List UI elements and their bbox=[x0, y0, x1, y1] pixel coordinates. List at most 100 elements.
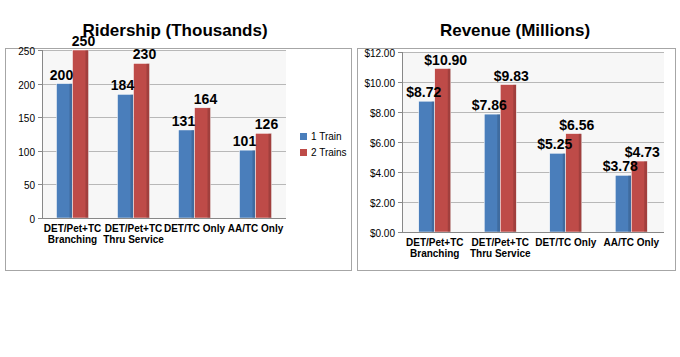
y-axis bbox=[402, 52, 403, 232]
tick-mark bbox=[38, 184, 42, 185]
data-label: $6.56 bbox=[559, 117, 594, 133]
category-label: DET/TC Only bbox=[164, 223, 226, 234]
tick-mark bbox=[398, 52, 402, 53]
legend: 1 Train2 Trains bbox=[300, 131, 347, 158]
bar bbox=[118, 94, 134, 218]
category-line: DET/Pet+TC bbox=[44, 223, 102, 234]
data-label: $9.83 bbox=[494, 68, 529, 84]
tick-label: 200 bbox=[18, 80, 35, 91]
tick-mark bbox=[38, 117, 42, 118]
bar-shade bbox=[269, 133, 272, 218]
data-label: 126 bbox=[255, 116, 279, 132]
category-line: Branching bbox=[48, 234, 97, 245]
tick-mark bbox=[38, 84, 42, 85]
data-labels: $8.72$10.90$7.86$9.83$5.25$6.56$3.78$4.7… bbox=[406, 52, 660, 175]
category-label: DET/Pet+TCBranching bbox=[406, 237, 464, 259]
category-line: Thru Service bbox=[103, 234, 164, 245]
bar-shade bbox=[432, 101, 435, 232]
tick-mark bbox=[398, 202, 402, 203]
bar bbox=[73, 50, 89, 218]
category-line: AA/TC Only bbox=[228, 223, 284, 234]
bars bbox=[57, 50, 272, 218]
y-axis bbox=[42, 50, 43, 218]
bar-shade bbox=[147, 63, 150, 218]
bar bbox=[179, 130, 195, 218]
bar bbox=[419, 101, 435, 232]
category-line: DET/Pet+TC bbox=[406, 237, 464, 248]
tick-label: $10.00 bbox=[364, 78, 395, 89]
tick-label: $4.00 bbox=[370, 168, 395, 179]
bar-shade bbox=[448, 69, 451, 233]
category-line: DET/Pet+TC bbox=[105, 223, 163, 234]
bar-shade bbox=[644, 161, 647, 232]
tick-label: $2.00 bbox=[370, 198, 395, 209]
legend-swatch bbox=[300, 149, 307, 156]
bar bbox=[57, 84, 73, 218]
figure: Ridership (Thousands)0501001502002502002… bbox=[0, 0, 680, 357]
bars bbox=[419, 69, 648, 233]
data-label: $5.25 bbox=[537, 136, 572, 152]
tick-label: 50 bbox=[24, 180, 36, 191]
bar-shade bbox=[497, 114, 500, 232]
tick-mark bbox=[38, 218, 42, 219]
bar-shade bbox=[563, 153, 566, 232]
plot-area bbox=[42, 50, 286, 218]
bar-shade bbox=[579, 134, 582, 232]
category-line: DET/Pet+TC bbox=[471, 237, 529, 248]
category-label: DET/Pet+TCBranching bbox=[44, 223, 102, 245]
legend-swatch bbox=[300, 133, 307, 140]
grid-line bbox=[402, 232, 664, 233]
tick-mark bbox=[398, 142, 402, 143]
x-axis bbox=[402, 232, 664, 233]
bar-shade bbox=[253, 150, 256, 218]
category-label: DET/TC Only bbox=[535, 237, 597, 248]
category-label: AA/TC Only bbox=[603, 237, 659, 248]
bar bbox=[550, 153, 566, 232]
bar-shade bbox=[192, 130, 195, 218]
tick-label: 0 bbox=[29, 214, 35, 225]
plot-area bbox=[402, 52, 664, 232]
category-line: DET/TC Only bbox=[164, 223, 226, 234]
bar-shade bbox=[70, 84, 73, 218]
chart-title: Revenue (Millions) bbox=[440, 21, 590, 40]
panel-frame bbox=[6, 49, 352, 271]
tick-mark bbox=[38, 50, 42, 51]
bar bbox=[484, 114, 500, 232]
data-label: 250 bbox=[72, 33, 96, 49]
category-line: Thru Service bbox=[470, 248, 531, 259]
data-label: $3.78 bbox=[603, 158, 638, 174]
data-label: 131 bbox=[172, 113, 196, 129]
category-label: AA/TC Only bbox=[228, 223, 284, 234]
bar-shade bbox=[86, 50, 89, 218]
bar bbox=[134, 63, 150, 218]
tick-label: $8.00 bbox=[370, 108, 395, 119]
chart: Revenue (Millions)$0.00$2.00$4.00$6.00$8… bbox=[358, 21, 676, 271]
tick-mark bbox=[38, 151, 42, 152]
bar-shade bbox=[208, 108, 211, 218]
x-axis bbox=[42, 218, 286, 219]
category-label: DET/Pet+TCThru Service bbox=[103, 223, 164, 245]
data-label: 230 bbox=[133, 46, 157, 62]
data-label: $4.73 bbox=[625, 144, 660, 160]
chart: Ridership (Thousands)0501001502002502002… bbox=[6, 21, 352, 271]
data-labels: 200250184230131164101126 bbox=[50, 33, 279, 149]
tick-label: 100 bbox=[18, 147, 35, 158]
bar-shade bbox=[131, 94, 134, 218]
tick-mark bbox=[398, 232, 402, 233]
data-label: 184 bbox=[111, 77, 135, 93]
tick-label: 150 bbox=[18, 113, 35, 124]
category-line: Branching bbox=[410, 248, 459, 259]
tick-label: 250 bbox=[18, 46, 35, 57]
data-label: $10.90 bbox=[424, 52, 467, 68]
category-label: DET/Pet+TCThru Service bbox=[470, 237, 531, 259]
data-label: 101 bbox=[233, 133, 257, 149]
grid-line bbox=[42, 218, 286, 219]
bar bbox=[615, 175, 631, 232]
panel-frame bbox=[358, 49, 676, 271]
tick-mark bbox=[398, 82, 402, 83]
tick-mark bbox=[398, 172, 402, 173]
bar bbox=[256, 133, 272, 218]
category-line: DET/TC Only bbox=[535, 237, 597, 248]
tick-mark bbox=[398, 112, 402, 113]
bar bbox=[240, 150, 256, 218]
